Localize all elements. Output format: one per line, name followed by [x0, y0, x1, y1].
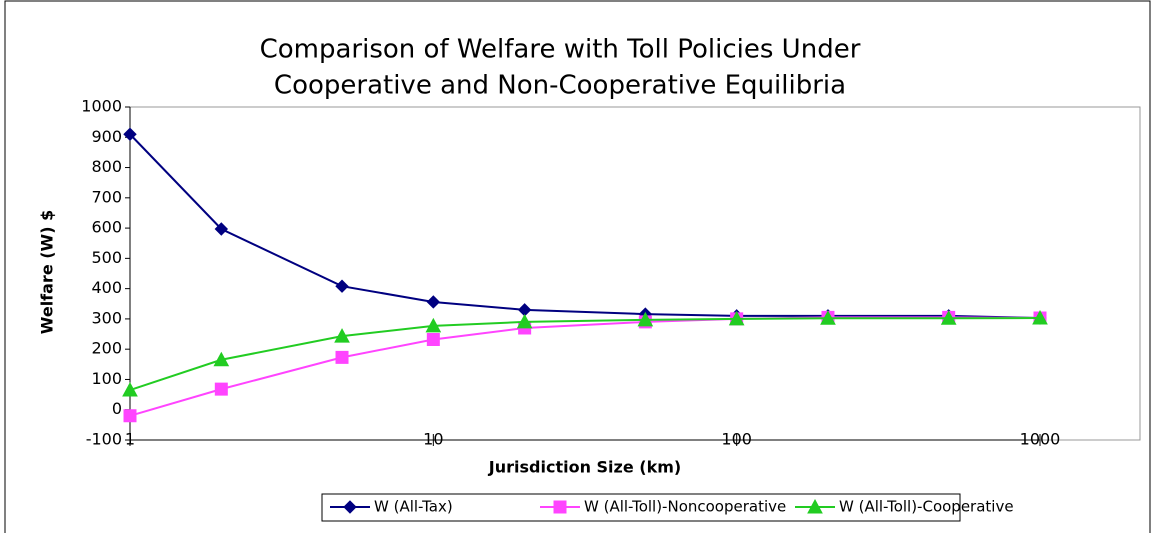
marker	[123, 409, 137, 423]
y-tick-label: 900	[91, 127, 122, 146]
x-tick-label: 1	[125, 430, 135, 449]
marker	[820, 310, 836, 325]
series-line	[129, 133, 1041, 320]
y-tick-label: 600	[91, 218, 122, 237]
legend-label: W (All-Toll)-Cooperative	[839, 498, 1014, 516]
y-tick-label: 0	[112, 399, 122, 418]
marker	[213, 351, 230, 367]
marker	[214, 222, 229, 236]
marker	[1032, 309, 1048, 325]
marker	[426, 332, 440, 346]
legend-marker	[807, 498, 823, 514]
y-tick-label: 300	[91, 308, 122, 327]
legend-box	[321, 493, 961, 522]
legend-label: W (All-Tax)	[374, 498, 453, 516]
marker	[637, 311, 654, 327]
series-line	[129, 316, 1041, 417]
x-tick-label: 1000	[1020, 430, 1061, 449]
marker	[335, 350, 349, 364]
legend-marker	[343, 500, 357, 514]
chart-title: Cooperative and Non-Cooperative Equilibr…	[274, 71, 846, 101]
y-tick-label: -100	[86, 430, 122, 449]
marker	[122, 381, 138, 397]
chart-title: Comparison of Welfare with Toll Policies…	[260, 35, 861, 65]
marker	[728, 310, 745, 326]
x-tick-label: 10	[423, 430, 443, 449]
y-tick-label: 500	[91, 248, 122, 267]
legend-marker	[553, 500, 567, 514]
x-axis-label: Jurisdiction Size (km)	[488, 458, 681, 477]
marker	[335, 279, 349, 293]
legend-label: W (All-Toll)-Noncooperative	[584, 498, 786, 516]
y-tick-label: 400	[91, 278, 122, 297]
y-tick-label: 700	[91, 187, 122, 206]
marker	[425, 317, 442, 333]
marker	[123, 127, 137, 141]
marker	[516, 313, 533, 329]
marker	[334, 328, 350, 343]
y-tick-label: 100	[91, 369, 122, 388]
y-tick-label: 800	[91, 157, 122, 176]
y-tick-label: 1000	[81, 97, 122, 116]
y-axis-label: Welfare (W) $	[38, 210, 57, 334]
series-line	[129, 317, 1041, 391]
marker	[940, 310, 957, 325]
marker	[426, 295, 441, 309]
y-tick-label: 200	[91, 339, 122, 358]
marker	[214, 382, 228, 396]
plot-area	[129, 106, 1141, 441]
x-tick-label: 100	[721, 430, 752, 449]
chart-border	[4, 0, 1151, 533]
